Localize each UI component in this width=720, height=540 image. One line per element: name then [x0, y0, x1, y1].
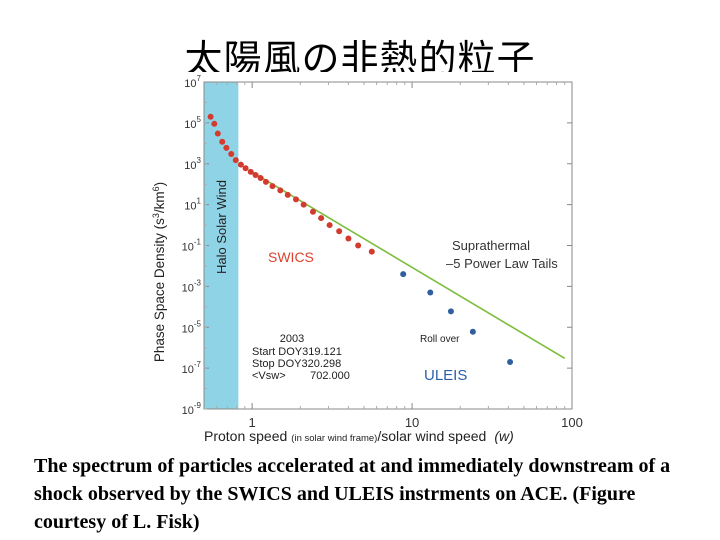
info-start: Start DOY319.121	[252, 346, 342, 358]
rollover-label: Roll over	[420, 334, 460, 345]
y-tick-label: 10-9	[182, 401, 202, 417]
info-year: 2003	[280, 333, 304, 345]
swics-point	[336, 228, 343, 235]
swics-point	[257, 175, 264, 182]
swics-point	[214, 130, 221, 137]
swics-label: SWICS	[268, 249, 314, 265]
suprathermal-label-line1: Suprathermal	[452, 238, 530, 253]
uleis-point	[469, 328, 476, 335]
swics-point	[223, 144, 230, 151]
swics-point	[247, 168, 254, 175]
y-axis-ticks: 107 105 103 101 10-1 10-3 10-5 10-7 10-9	[182, 74, 572, 417]
swics-point	[284, 191, 291, 198]
swics-point	[277, 187, 284, 194]
x-tick-label: 10	[405, 415, 419, 430]
swics-point	[269, 183, 276, 190]
halo-solar-wind-band	[204, 82, 239, 409]
swics-point	[345, 235, 352, 242]
info-vsw: <Vsw> 702.000	[252, 370, 350, 382]
swics-point	[242, 165, 249, 172]
uleis-point	[447, 308, 454, 315]
y-tick-label: 10-7	[182, 360, 202, 376]
x-tick-label: 1	[249, 415, 256, 430]
swics-point	[355, 242, 362, 249]
y-tick-label: 105	[184, 115, 201, 131]
power-law-fit-line	[248, 169, 566, 360]
halo-solar-wind-label: Halo Solar Wind	[214, 180, 229, 274]
y-axis-label: Phase Space Density (s3/km6)	[151, 182, 167, 362]
swics-point	[318, 215, 325, 222]
swics-point	[309, 208, 316, 215]
figure-caption: The spectrum of particles accelerated at…	[34, 455, 671, 533]
swics-point	[368, 248, 375, 255]
swics-point	[292, 196, 299, 203]
x-tick-label: 100	[561, 415, 583, 430]
suprathermal-label-line2: –5 Power Law Tails	[446, 256, 558, 271]
phase-space-density-chart: Halo Solar Wind 10710510310110-110-310-5…	[140, 72, 590, 447]
swics-point	[262, 178, 269, 185]
swics-point	[252, 172, 259, 179]
y-tick-label: 10-3	[182, 278, 202, 294]
swics-point	[237, 161, 244, 168]
swics-point	[211, 120, 218, 127]
uleis-point	[400, 271, 407, 278]
y-tick-label: 103	[184, 156, 201, 172]
swics-point	[228, 150, 235, 157]
swics-point	[300, 201, 307, 208]
swics-point	[326, 222, 333, 229]
y-tick-label: 10-1	[182, 238, 202, 254]
y-tick-label: 107	[184, 74, 201, 90]
swics-point	[207, 113, 214, 120]
swics-point	[219, 138, 226, 145]
x-axis-label: Proton speed (in solar wind frame)/solar …	[204, 428, 514, 444]
uleis-point	[507, 358, 514, 365]
info-stop: Stop DOY320.298	[252, 358, 341, 370]
y-tick-label: 101	[184, 197, 201, 213]
swics-point	[232, 157, 239, 164]
data-points	[207, 113, 514, 365]
uleis-label: ULEIS	[424, 367, 467, 384]
y-tick-label: 10-5	[182, 319, 202, 335]
uleis-point	[427, 289, 434, 296]
x-axis-ticks: 1 10 100	[216, 82, 583, 430]
